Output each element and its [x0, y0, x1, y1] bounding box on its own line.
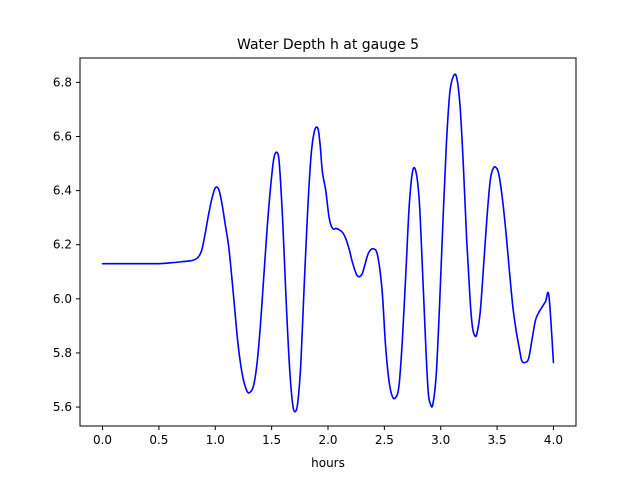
- plot-frame: [79, 57, 577, 427]
- x-tick-label: 1.5: [262, 433, 281, 447]
- x-axis-label: hours: [311, 456, 345, 470]
- x-tick-label: 0.0: [93, 433, 112, 447]
- y-tick-label: 5.8: [53, 346, 72, 360]
- series-line-water-depth: [101, 73, 555, 413]
- x-tick-label: 1.0: [206, 433, 225, 447]
- x-axis: 0.0 0.5 1.0 1.5 2.0 2.5 3.0 3.5 4.0: [93, 426, 563, 447]
- y-tick-label: 6.6: [53, 129, 72, 143]
- x-tick-label: 3.5: [488, 433, 507, 447]
- y-tick-label: 5.6: [53, 400, 72, 414]
- x-tick-label: 2.5: [375, 433, 394, 447]
- y-tick-label: 6.2: [53, 238, 72, 252]
- y-tick-label: 6.4: [53, 184, 72, 198]
- x-tick-label: 2.0: [318, 433, 337, 447]
- x-tick-label: 4.0: [544, 433, 563, 447]
- x-tick-label: 0.5: [149, 433, 168, 447]
- y-axis: 5.6 5.8 6.0 6.2 6.4 6.6 6.8: [53, 75, 80, 414]
- plot-layer: [101, 73, 555, 413]
- y-tick-label: 6.8: [53, 75, 72, 89]
- y-tick-label: 6.0: [53, 292, 72, 306]
- chart-title: Water Depth h at gauge 5: [237, 37, 419, 53]
- x-tick-label: 3.0: [431, 433, 450, 447]
